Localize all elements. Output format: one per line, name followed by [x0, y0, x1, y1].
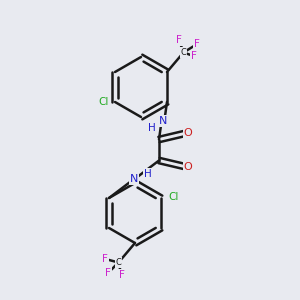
- Text: N: N: [159, 116, 167, 126]
- Text: H: H: [148, 123, 155, 133]
- Text: F: F: [176, 35, 182, 45]
- Text: F: F: [191, 51, 197, 61]
- Text: O: O: [184, 161, 193, 172]
- Text: O: O: [184, 128, 193, 139]
- Text: Cl: Cl: [98, 97, 109, 107]
- Text: C: C: [116, 258, 122, 267]
- Text: N: N: [130, 174, 138, 184]
- Text: H: H: [144, 169, 152, 179]
- Text: F: F: [105, 268, 111, 278]
- Text: F: F: [118, 270, 124, 280]
- Text: Cl: Cl: [168, 191, 179, 202]
- Text: F: F: [194, 39, 200, 49]
- Text: C: C: [181, 48, 186, 57]
- Text: F: F: [102, 254, 108, 264]
